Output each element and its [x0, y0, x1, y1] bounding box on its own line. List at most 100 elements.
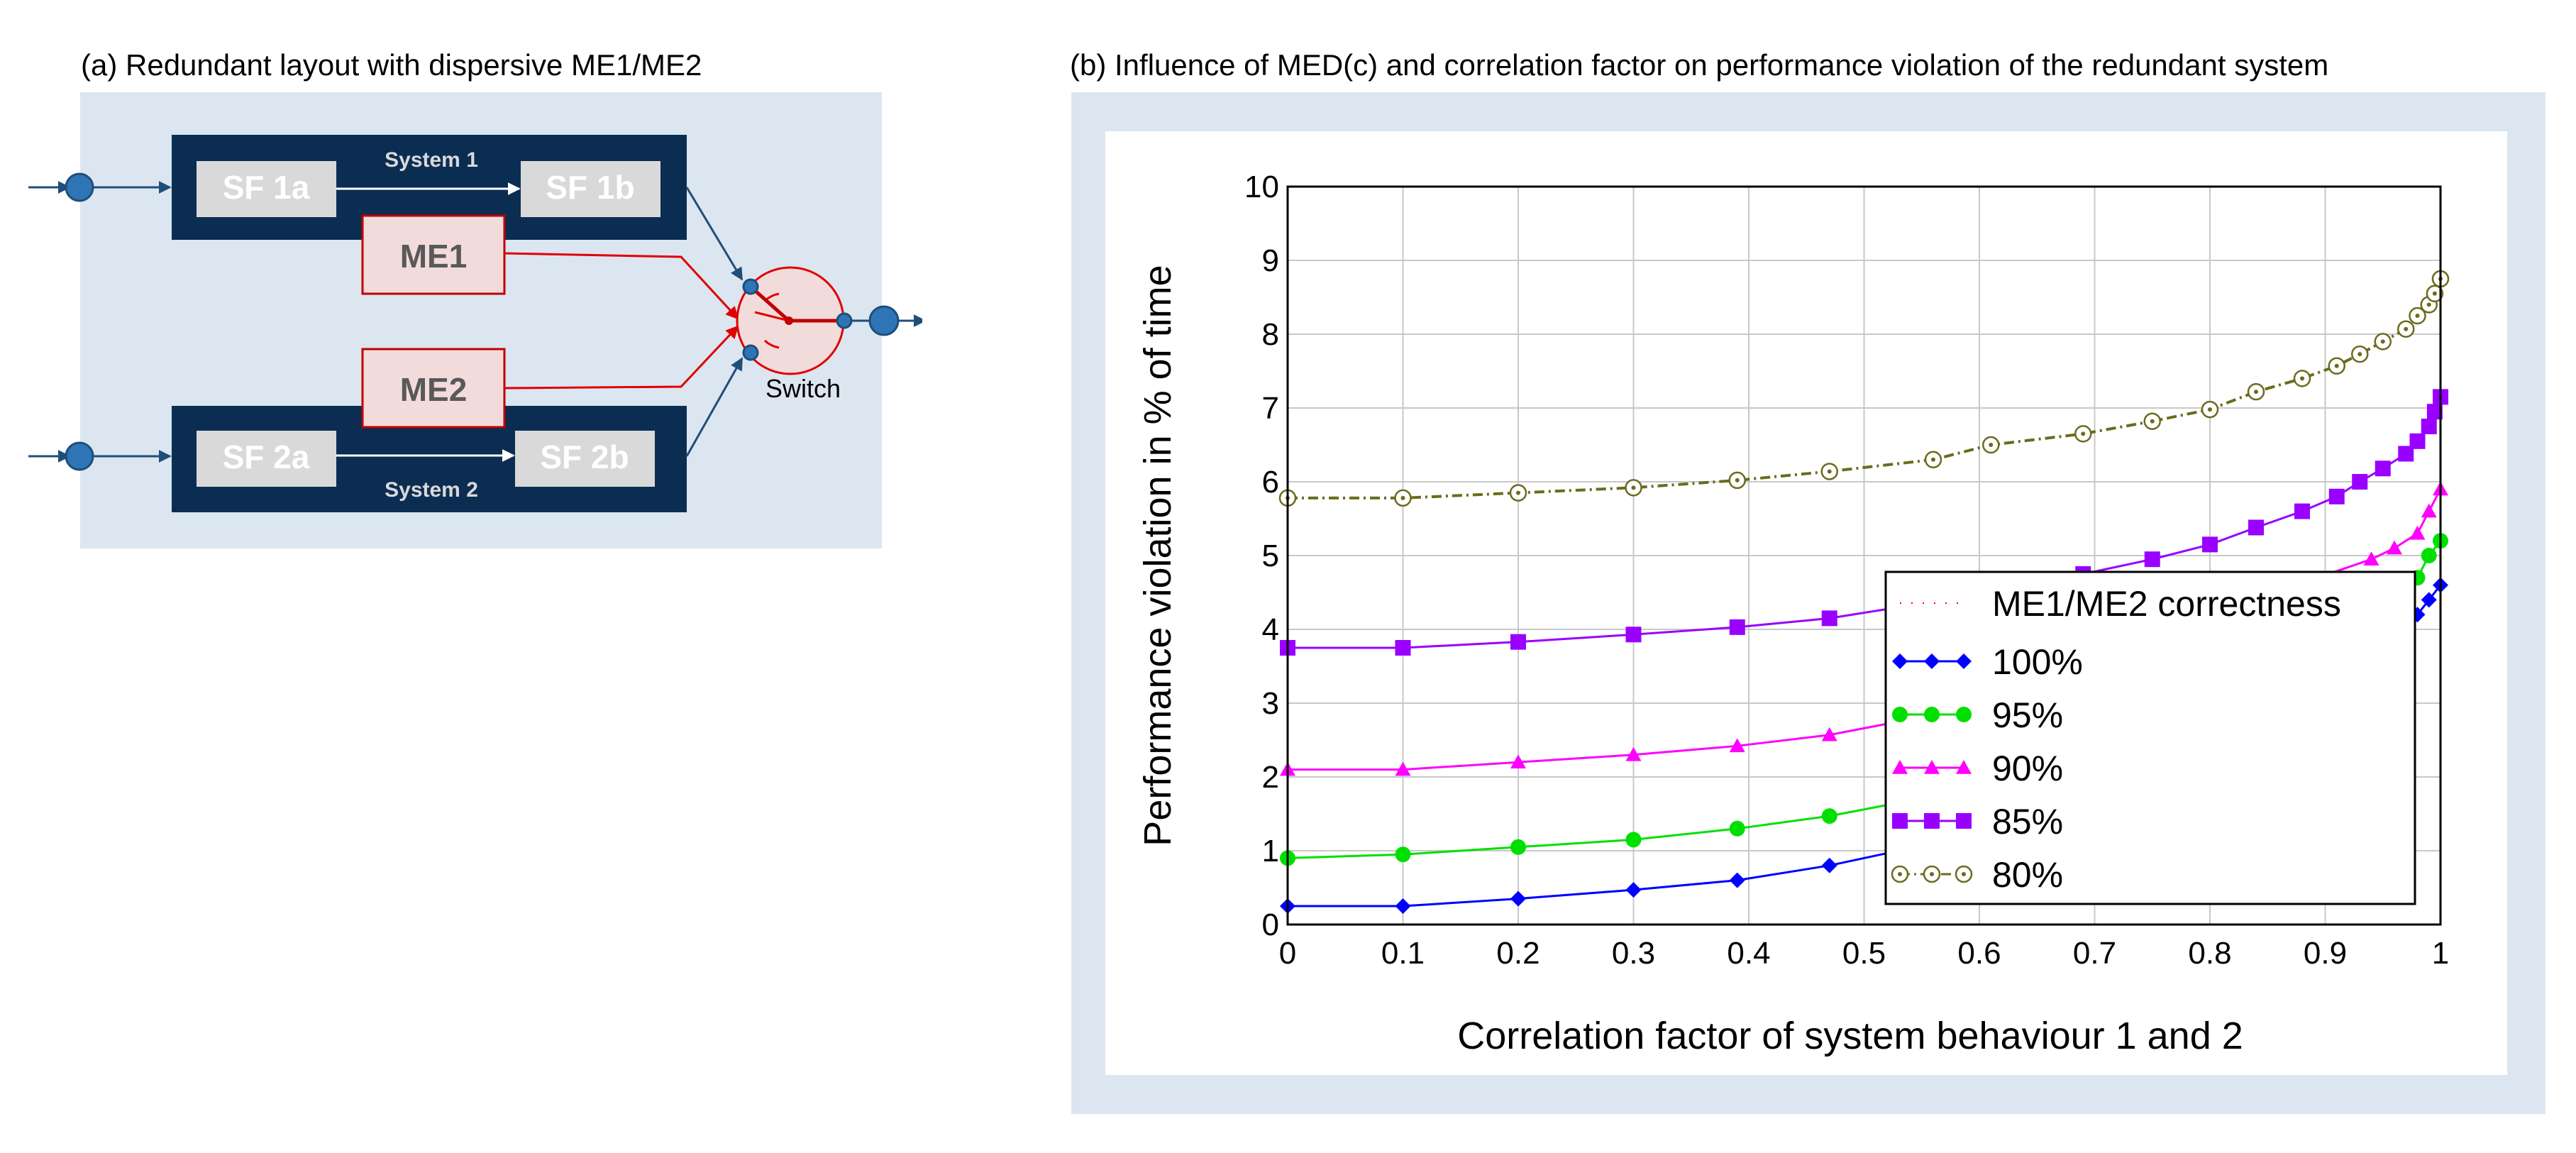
data-point — [2294, 503, 2310, 519]
data-point — [1395, 640, 1411, 656]
marker-dot — [1735, 478, 1740, 482]
legend-marker — [1956, 813, 1972, 829]
data-point — [1509, 484, 1527, 502]
data-point — [2248, 519, 2264, 536]
data-point — [2363, 551, 2379, 566]
x-tick-label: 0.2 — [1496, 936, 1539, 971]
sf-1a-label: SF 1a — [223, 169, 310, 206]
marker-dot — [2357, 352, 2362, 357]
data-point — [1625, 479, 1642, 497]
y-tick-label: 2 — [1262, 760, 1279, 795]
y-tick-label: 0 — [1262, 907, 1279, 942]
y-tick-label: 1 — [1262, 834, 1279, 868]
marker-dot — [1930, 872, 1934, 876]
data-point — [2374, 333, 2392, 351]
data-point — [2375, 460, 2391, 477]
data-point — [1821, 610, 1837, 627]
system-1-label: System 1 — [385, 148, 478, 172]
x-tick-label: 1 — [2432, 936, 2449, 971]
legend-marker — [1956, 653, 1972, 669]
data-point — [2421, 419, 2437, 434]
legend-marker — [1892, 707, 1908, 722]
data-point — [2397, 320, 2415, 338]
data-point — [1395, 761, 1411, 776]
data-point — [1395, 846, 1411, 863]
legend-marker — [1923, 865, 1941, 883]
marker-dot — [1400, 495, 1405, 500]
marker-dot — [2415, 314, 2420, 318]
marker-dot — [2150, 419, 2155, 424]
legend-marker — [1892, 813, 1908, 829]
data-point — [1625, 627, 1642, 643]
marker-dot — [1827, 469, 1832, 474]
x-tick-label: 0 — [1279, 936, 1296, 971]
switch: Switch — [736, 266, 853, 403]
legend-marker — [1924, 813, 1940, 829]
legend-marker — [1955, 865, 1973, 883]
y-tick-label: 4 — [1262, 612, 1279, 647]
data-point — [1729, 619, 1745, 635]
data-point — [2409, 433, 2426, 449]
data-point — [1394, 489, 1412, 507]
legend-marker — [1892, 653, 1908, 669]
y-tick-label: 5 — [1262, 539, 1279, 573]
x-tick-label: 0.9 — [2304, 936, 2347, 971]
marker-dot — [1962, 872, 1966, 876]
legend-marker — [1924, 707, 1940, 722]
legend-title: ME1/ME2 correctness — [1992, 584, 2341, 624]
x-tick-label: 0.8 — [2188, 936, 2231, 971]
data-point — [2426, 285, 2444, 303]
legend-entry: 95% — [1892, 695, 2063, 735]
data-point — [2409, 525, 2426, 540]
legend-label: 95% — [1992, 695, 2063, 735]
data-point — [2421, 503, 2437, 518]
chart-ticks: 0 0.1 0.2 0.3 0.4 0.5 0.6 0.7 0.8 0.9 101234567891… — [1244, 170, 2449, 971]
data-point — [2421, 548, 2437, 563]
y-tick-label: 9 — [1262, 243, 1279, 278]
panel-a-caption: (a) Redundant layout with dispersive ME1… — [81, 48, 702, 82]
me2-label: ME2 — [400, 371, 468, 408]
data-point — [1729, 820, 1745, 837]
sf-2a-label: SF 2a — [223, 438, 310, 475]
legend-marker — [1956, 707, 1972, 722]
data-point — [2426, 404, 2443, 420]
data-point — [1728, 471, 1746, 490]
marker-dot — [1631, 485, 1636, 490]
redundant-layout-diagram: System 1 SF 1a SF 1b SF 2a SF 2b System … — [28, 92, 922, 548]
data-point — [2328, 488, 2345, 504]
chart-legend: ME1/ME2 correctness 100% 95% 90% 85% 80% — [1884, 570, 2416, 905]
data-point — [2201, 400, 2219, 419]
legend-marker — [1891, 865, 1909, 883]
legend-entry: 90% — [1892, 749, 2063, 788]
data-point — [1395, 898, 1411, 914]
legend-entry: 100% — [1892, 642, 2083, 682]
legend-label: 90% — [1992, 749, 2063, 788]
data-point — [2421, 592, 2437, 608]
data-point — [2202, 536, 2218, 553]
legend-label: 85% — [1992, 802, 2063, 842]
data-point — [2247, 382, 2265, 401]
data-point — [1729, 872, 1745, 888]
data-point — [1820, 463, 1838, 480]
data-point — [1821, 857, 1837, 873]
legend-marker — [1892, 760, 1908, 774]
data-point — [1510, 754, 1526, 768]
y-tick-label: 8 — [1262, 317, 1279, 352]
legend-marker — [1924, 653, 1940, 669]
legend-label: 100% — [1992, 642, 2083, 682]
data-point — [1625, 746, 1642, 761]
data-point — [2074, 425, 2092, 443]
sf-2b-label: SF 2b — [540, 438, 629, 475]
data-point — [2328, 357, 2345, 375]
marker-dot — [1989, 443, 1994, 447]
legend-label: 80% — [1992, 855, 2063, 895]
marker-dot — [2334, 363, 2339, 368]
me1-label: ME1 — [400, 238, 468, 275]
data-point — [2293, 370, 2311, 387]
marker-dot — [2404, 326, 2409, 331]
panel-b-caption: (b) Influence of MED(c) and correlation … — [1070, 48, 2329, 82]
data-point — [1924, 451, 1942, 469]
data-point — [1982, 436, 2000, 454]
marker-dot — [2426, 302, 2431, 307]
